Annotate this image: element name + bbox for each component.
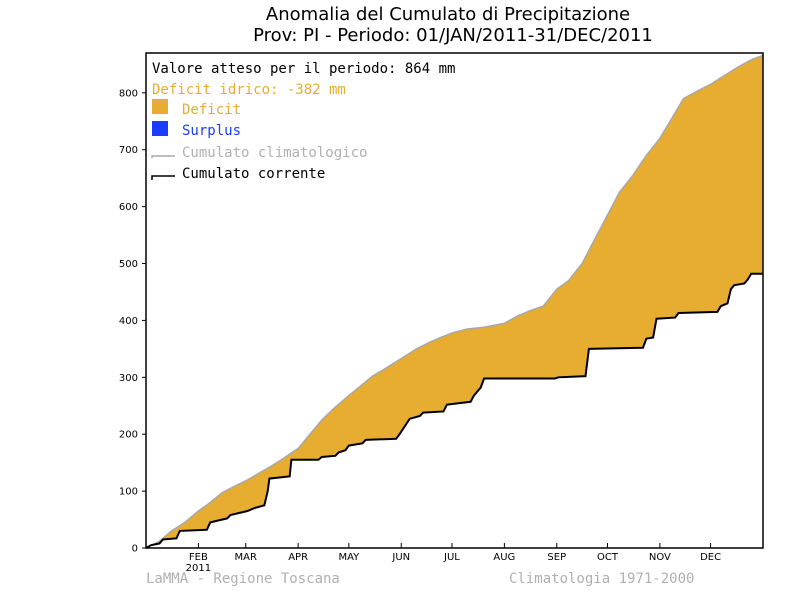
x-tick-label: SEP [547, 552, 566, 563]
chart-title-line1: Anomalia del Cumulato di Precipitazione [266, 4, 630, 25]
x-tick-label: JUL [443, 552, 460, 563]
legend-climatological-line [151, 155, 175, 158]
series-line-climatological [145, 54, 764, 549]
legend-climatological-label: Cumulato climatologico [182, 145, 367, 161]
legend-deficit-swatch [152, 99, 168, 114]
expected-value-text: Valore atteso per il periodo: 864 mm [152, 61, 455, 77]
footer-source: LaMMA - Regione Toscana [146, 571, 340, 587]
legend: Valore atteso per il periodo: 864 mm Def… [151, 61, 455, 182]
y-tick-label: 300 [119, 373, 138, 384]
x-year-label: 2011 [186, 563, 211, 574]
y-tick-label: 400 [119, 316, 138, 327]
plot-frame [145, 52, 764, 549]
x-tick-label: AUG [493, 552, 515, 563]
x-tick-label: JUN [391, 552, 410, 563]
y-tick-label: 700 [119, 145, 138, 156]
chart-title-line2: Prov: PI - Periodo: 01/JAN/2011-31/DEC/2… [253, 25, 653, 46]
legend-surplus-swatch [152, 121, 168, 136]
series-line-current [145, 272, 763, 549]
x-tick-label: NOV [649, 552, 671, 563]
x-tick-label: MAY [338, 552, 360, 563]
x-tick-label: MAR [235, 552, 257, 563]
legend-deficit-label: Deficit [182, 102, 241, 118]
y-tick-label: 600 [119, 202, 138, 213]
x-tick-label: FEB [189, 552, 208, 563]
y-tick-label: 500 [119, 259, 138, 270]
x-tick-label: APR [288, 552, 308, 563]
footer-climatology: Climatologia 1971-2000 [509, 571, 694, 587]
legend-surplus-label: Surplus [182, 123, 241, 139]
deficit-area [146, 55, 763, 548]
legend-current-line [151, 175, 175, 180]
y-tick-label: 100 [119, 487, 138, 498]
legend-current-label: Cumulato corrente [182, 166, 325, 182]
x-tick-label: OCT [597, 552, 619, 563]
x-tick-label: DEC [700, 552, 721, 563]
y-tick-label: 200 [119, 430, 138, 441]
deficit-value-text: Deficit idrico: -382 mm [152, 82, 346, 98]
y-tick-label: 800 [119, 88, 138, 99]
y-tick-label: 0 [132, 544, 138, 555]
